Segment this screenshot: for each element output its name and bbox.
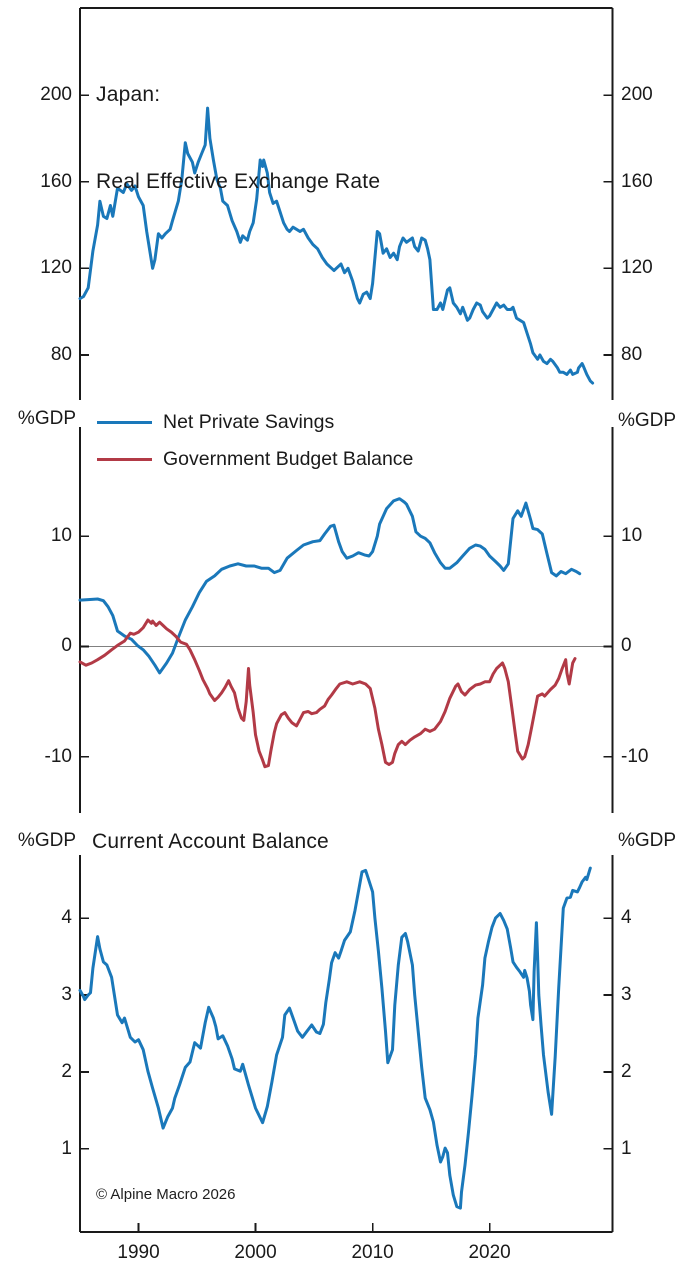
y-tick-label-left: 2 bbox=[61, 1060, 72, 1082]
middle-unit-label-left: %GDP bbox=[17, 408, 76, 429]
bottom-unit-label-left: %GDP bbox=[17, 830, 76, 851]
y-tick-label-left: 80 bbox=[50, 343, 72, 365]
series-path-net-private-savings bbox=[78, 497, 582, 675]
title-line-1: Japan: bbox=[96, 83, 161, 106]
title-line-2: Real Effective Exchange Rate bbox=[96, 170, 381, 193]
blue-line-swatch-icon bbox=[97, 421, 152, 424]
y-tick-label-left: 3 bbox=[61, 984, 72, 1006]
legend-label: Government Budget Balance bbox=[163, 448, 414, 470]
y-tick-label-left: 120 bbox=[40, 257, 72, 279]
series-path-government-budget-balance bbox=[78, 618, 577, 769]
top-panel-title: Japan: Real Effective Exchange Rate bbox=[96, 22, 380, 254]
y-tick-label-left: 10 bbox=[50, 525, 72, 547]
y-tick-label-right: 200 bbox=[621, 84, 653, 106]
series-path-real-effective-exchange-rate bbox=[78, 106, 595, 385]
y-tick-label-right: 160 bbox=[621, 170, 653, 192]
y-tick-label-right: 80 bbox=[621, 343, 643, 365]
y-tick-label-right: 2 bbox=[621, 1060, 632, 1082]
legend-row-net-private-savings: Net Private Savings bbox=[97, 404, 413, 441]
x-tick-label: 2010 bbox=[351, 1242, 394, 1263]
y-tick-label-left: 200 bbox=[40, 84, 72, 106]
bottom-unit-label-right: %GDP bbox=[618, 830, 677, 851]
y-tick-label-right: 10 bbox=[621, 525, 643, 547]
copyright-notice: © Alpine Macro 2026 bbox=[96, 1186, 236, 1203]
y-tick-label-right: 1 bbox=[621, 1137, 632, 1159]
y-tick-label-left: 1 bbox=[61, 1137, 72, 1159]
y-tick-label-left: 160 bbox=[40, 170, 72, 192]
bottom-panel-title: Current Account Balance bbox=[92, 830, 329, 853]
y-tick-label-left: 0 bbox=[61, 635, 72, 657]
y-tick-label-right: 120 bbox=[621, 257, 653, 279]
y-tick-label-left: -10 bbox=[44, 745, 72, 767]
x-tick-label: 1990 bbox=[117, 1242, 160, 1263]
red-line-swatch-icon bbox=[97, 458, 152, 461]
series-path-current-account-balance bbox=[78, 866, 592, 1210]
y-tick-label-right: -10 bbox=[621, 745, 649, 767]
legend: Net Private Savings Government Budget Ba… bbox=[97, 404, 413, 478]
legend-row-government-budget-balance: Government Budget Balance bbox=[97, 441, 413, 478]
x-tick-label: 2020 bbox=[468, 1242, 511, 1263]
y-tick-label-right: 3 bbox=[621, 984, 632, 1006]
y-tick-label-left: 4 bbox=[61, 907, 72, 929]
y-tick-label-right: 0 bbox=[621, 635, 632, 657]
legend-label: Net Private Savings bbox=[163, 411, 335, 433]
middle-unit-label-right: %GDP bbox=[618, 410, 677, 431]
y-tick-label-right: 4 bbox=[621, 907, 632, 929]
x-tick-label: 2000 bbox=[234, 1242, 277, 1263]
